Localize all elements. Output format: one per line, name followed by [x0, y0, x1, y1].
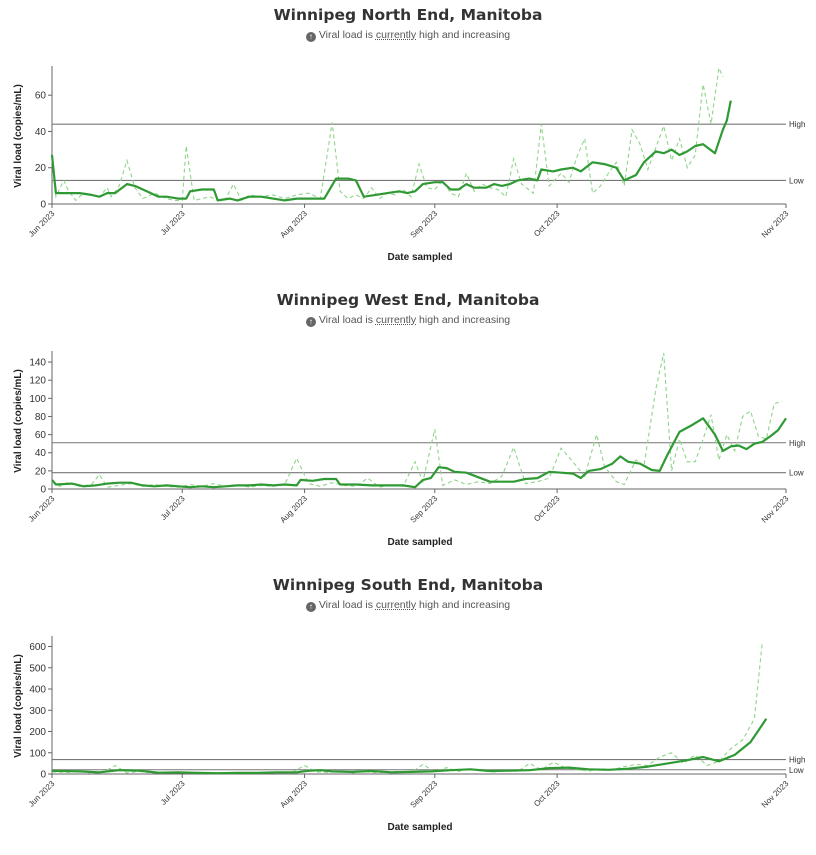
- threshold-label: High: [789, 439, 805, 448]
- chart-panel: Winnipeg North End, Manitoba ↑ Viral load …: [0, 0, 816, 285]
- status-link[interactable]: currently: [375, 599, 417, 611]
- y-axis-label: Viral load (copies/mL): [13, 369, 24, 473]
- x-tick-label: Jun 2023: [27, 494, 57, 524]
- x-tick-label: Aug 2023: [278, 494, 309, 525]
- x-tick-label: Sep 2023: [409, 494, 440, 525]
- y-axis-label: Viral load (copies/mL): [13, 84, 24, 188]
- y-tick-label: 200: [29, 727, 46, 738]
- status-prefix: Viral load is: [318, 599, 376, 611]
- arrow-up-circle-icon: ↑: [305, 32, 316, 42]
- status-line: ↑ Viral load is currently high and increa…: [0, 599, 816, 612]
- threshold-label: High: [789, 756, 805, 765]
- threshold-label: Low: [789, 766, 804, 775]
- y-tick-label: 120: [29, 376, 46, 387]
- smoothed-trend-line: [50, 100, 732, 202]
- smoothed-trend-line: [51, 718, 768, 775]
- y-tick-label: 0: [40, 485, 46, 496]
- y-tick-label: 40: [35, 127, 47, 138]
- y-tick-label: 400: [29, 685, 46, 696]
- x-tick-label: Oct 2023: [532, 779, 562, 809]
- x-tick-label: Nov 2023: [760, 209, 791, 240]
- line-chart: 0 20 40 60 Viral load (copies/mL) Jun 2023 Jul…: [13, 66, 805, 263]
- status-line: ↑ Viral load is currently high and increa…: [0, 314, 816, 327]
- raw-measurement-line: [51, 352, 783, 488]
- line-chart: 0 20 40 60 80 100 120 140 Viral load (copies/mL)…: [13, 351, 805, 548]
- y-tick-label: 80: [35, 412, 47, 423]
- x-tick-label: Jul 2023: [159, 209, 187, 237]
- x-tick-label: Sep 2023: [409, 209, 440, 240]
- y-tick-label: 60: [35, 91, 47, 102]
- chart-panel: Winnipeg West End, Manitoba ↑ Viral load i…: [0, 285, 816, 570]
- chart-panel: Winnipeg South End, Manitoba ↑ Viral load …: [0, 570, 816, 855]
- x-tick-label: Nov 2023: [760, 779, 791, 810]
- status-link[interactable]: currently: [375, 29, 417, 41]
- raw-measurement-line: [51, 642, 763, 774]
- chart-title: Winnipeg West End, Manitoba: [276, 291, 540, 309]
- line-chart: 0 100 200 300 400 500 600 Viral load (copies/mL…: [13, 636, 805, 833]
- threshold-label: Low: [789, 176, 804, 185]
- x-tick-label: Oct 2023: [532, 209, 562, 239]
- status-prefix: Viral load is: [318, 29, 376, 41]
- status-suffix: high and increasing: [416, 29, 511, 41]
- smoothed-trend-line: [51, 417, 787, 489]
- y-tick-label: 0: [40, 770, 46, 781]
- x-tick-label: Jun 2023: [27, 779, 57, 809]
- status-suffix: high and increasing: [416, 599, 511, 611]
- x-axis-label: Date sampled: [387, 822, 452, 833]
- y-tick-label: 60: [35, 430, 47, 441]
- x-tick-label: Nov 2023: [760, 494, 791, 525]
- y-tick-label: 40: [35, 448, 47, 459]
- status-suffix: high and increasing: [416, 314, 511, 326]
- y-tick-label: 0: [40, 200, 46, 211]
- x-tick-label: Aug 2023: [278, 209, 309, 240]
- threshold-label: High: [789, 120, 805, 129]
- x-tick-label: Jun 2023: [27, 209, 57, 239]
- threshold-label: Low: [789, 469, 804, 478]
- y-tick-label: 300: [29, 706, 46, 717]
- y-axis-label: Viral load (copies/mL): [13, 654, 24, 758]
- y-tick-label: 600: [29, 642, 46, 653]
- y-tick-label: 500: [29, 663, 46, 674]
- y-tick-label: 20: [35, 163, 47, 174]
- status-prefix: Viral load is: [318, 314, 376, 326]
- chart-title: Winnipeg North End, Manitoba: [273, 6, 543, 24]
- x-axis-label: Date sampled: [387, 537, 452, 548]
- status-link[interactable]: currently: [375, 314, 417, 326]
- arrow-up-circle-icon: ↑: [305, 602, 316, 612]
- x-tick-label: Jul 2023: [159, 779, 187, 807]
- chart-title: Winnipeg South End, Manitoba: [272, 576, 544, 594]
- y-tick-label: 100: [29, 394, 46, 405]
- status-line: ↑ Viral load is currently high and increa…: [0, 29, 816, 42]
- x-tick-label: Sep 2023: [409, 779, 440, 810]
- y-tick-label: 100: [29, 748, 46, 759]
- x-axis-label: Date sampled: [387, 252, 452, 263]
- raw-measurement-line: [51, 66, 724, 202]
- x-tick-label: Aug 2023: [278, 779, 309, 810]
- y-tick-label: 20: [35, 466, 47, 477]
- y-tick-label: 140: [29, 358, 46, 369]
- x-tick-label: Oct 2023: [532, 494, 562, 524]
- arrow-up-circle-icon: ↑: [305, 317, 316, 327]
- x-tick-label: Jul 2023: [159, 494, 187, 522]
